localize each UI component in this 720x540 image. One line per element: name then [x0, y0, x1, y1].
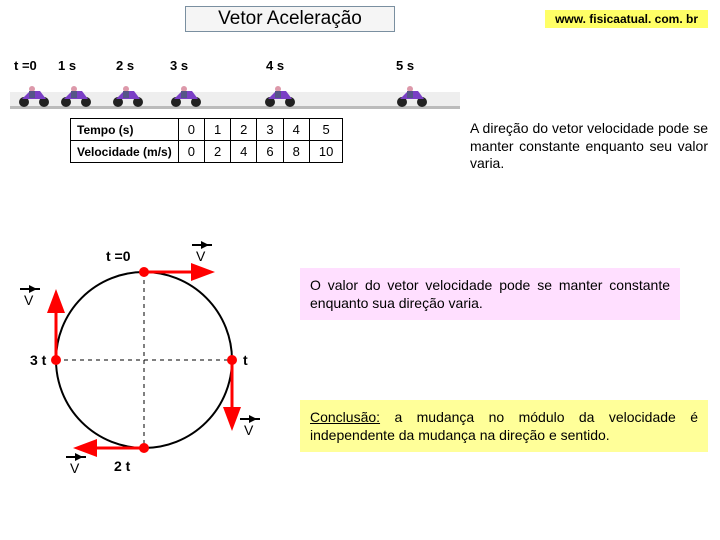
table-cell: 3: [257, 119, 283, 141]
explanation-1: A direção do vetor velocidade pode se ma…: [470, 120, 708, 173]
row-header: Velocidade (m/s): [71, 141, 179, 163]
motorcycle-icon: [16, 83, 52, 107]
table-cell: 4: [283, 119, 309, 141]
table-cell: 2: [231, 119, 257, 141]
table-cell: 2: [204, 141, 230, 163]
circle-svg: [14, 200, 274, 500]
label-t0: t =0: [106, 248, 131, 264]
table-cell: 8: [283, 141, 309, 163]
motorcycle-strip: [10, 76, 460, 110]
circular-motion-diagram: t =0 t 2 t 3 t V V V V: [14, 200, 274, 500]
motorcycle-icon: [394, 83, 430, 107]
time-label: t =0: [14, 58, 37, 73]
vector-arrow-icon: [66, 456, 86, 458]
table-cell: 6: [257, 141, 283, 163]
table-cell: 5: [309, 119, 342, 141]
conclusion-label: Conclusão:: [310, 409, 380, 425]
label-v-top: V: [196, 248, 205, 264]
table-cell: 10: [309, 141, 342, 163]
vector-arrow-icon: [192, 244, 212, 246]
label-t: t: [243, 352, 248, 368]
explanation-3: Conclusão: a mudança no módulo da veloci…: [300, 400, 708, 452]
vector-arrow-icon: [20, 288, 40, 290]
source-url: www. fisicaatual. com. br: [545, 10, 708, 28]
time-label: 5 s: [396, 58, 414, 73]
vector-arrow-icon: [240, 418, 260, 420]
row-header: Tempo (s): [71, 119, 179, 141]
table-row: Tempo (s) 0 1 2 3 4 5: [71, 119, 343, 141]
motorcycle-icon: [262, 83, 298, 107]
time-label: 3 s: [170, 58, 188, 73]
label-3t: 3 t: [30, 352, 46, 368]
motorcycle-icon: [58, 83, 94, 107]
table-cell: 1: [204, 119, 230, 141]
table-cell: 0: [178, 141, 204, 163]
label-v-right: V: [244, 422, 253, 438]
motorcycle-icon: [168, 83, 204, 107]
slide-title: Vetor Aceleração: [185, 6, 395, 32]
velocity-table: Tempo (s) 0 1 2 3 4 5 Velocidade (m/s) 0…: [70, 118, 343, 163]
motorcycle-icon: [110, 83, 146, 107]
explanation-2: O valor do vetor velocidade pode se mant…: [300, 268, 680, 320]
label-v-left: V: [24, 292, 33, 308]
table-row: Velocidade (m/s) 0 2 4 6 8 10: [71, 141, 343, 163]
label-v-bottom: V: [70, 460, 79, 476]
table-cell: 4: [231, 141, 257, 163]
time-label: 2 s: [116, 58, 134, 73]
table-cell: 0: [178, 119, 204, 141]
label-2t: 2 t: [114, 458, 130, 474]
time-label: 4 s: [266, 58, 284, 73]
time-label: 1 s: [58, 58, 76, 73]
